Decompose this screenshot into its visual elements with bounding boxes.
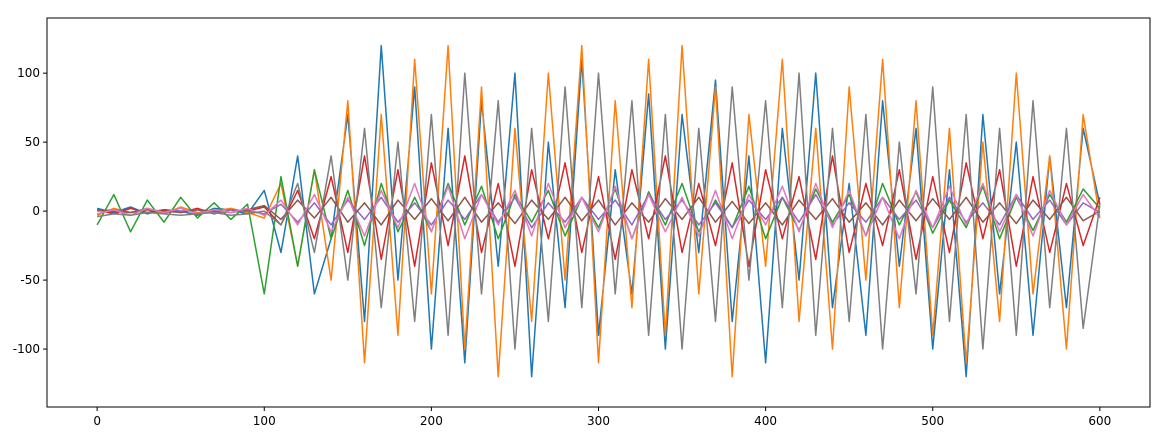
x-tick-label: 0 — [93, 414, 101, 428]
y-tick-label: 0 — [32, 204, 40, 218]
x-tick-label: 600 — [1088, 414, 1111, 428]
series-line — [96, 44, 1101, 378]
series-line — [97, 196, 1101, 226]
x-tick-label: 200 — [420, 414, 443, 428]
series-line — [96, 168, 1101, 295]
y-tick-label: -100 — [13, 342, 40, 356]
y-tick-label: 50 — [25, 135, 40, 149]
plot-area — [96, 44, 1101, 378]
x-tick-label: 400 — [754, 414, 777, 428]
x-tick-label: 100 — [253, 414, 276, 428]
x-tick-label: 500 — [921, 414, 944, 428]
series-line — [96, 44, 1101, 378]
series-line — [96, 155, 1101, 268]
y-tick-label: -50 — [20, 273, 40, 287]
series-line — [96, 182, 1101, 240]
series-line — [97, 72, 1101, 350]
y-tick-label: 100 — [17, 66, 40, 80]
x-tick-label: 300 — [587, 414, 610, 428]
